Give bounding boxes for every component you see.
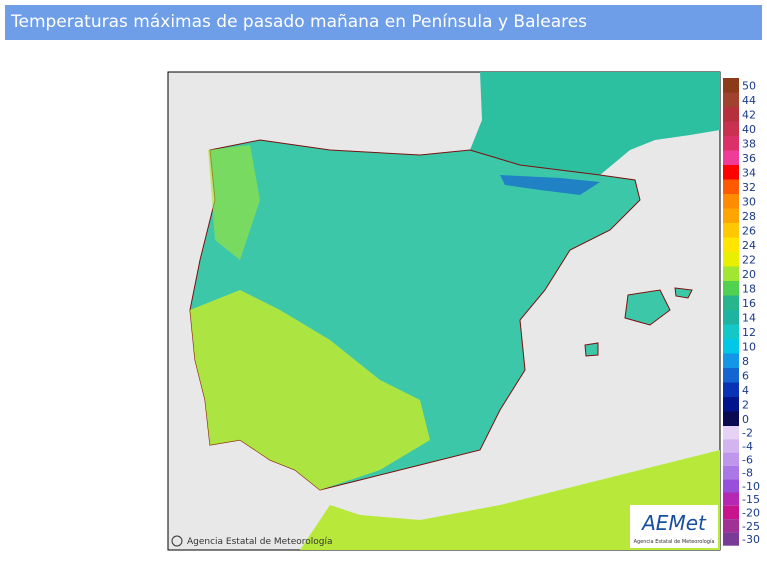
legend-swatch [723, 310, 739, 325]
logo: AEMet [640, 511, 707, 535]
legend-label: -6 [742, 453, 753, 466]
legend-swatch [723, 295, 739, 310]
legend-label: 16 [742, 297, 756, 310]
legend-swatch [723, 353, 739, 368]
legend-label: 40 [742, 123, 756, 136]
legend-label: 36 [742, 152, 756, 165]
legend-label: 20 [742, 268, 756, 281]
legend-swatch [723, 78, 739, 93]
legend-swatch [723, 426, 739, 440]
legend-label: 30 [742, 195, 756, 208]
legend-label: 34 [742, 166, 756, 179]
legend-swatch [723, 339, 739, 354]
legend-swatch [723, 208, 739, 223]
ibiza [584, 342, 599, 357]
legend: 5044424038363432302826242220181614121086… [723, 78, 760, 546]
legend-label: -30 [742, 533, 760, 546]
legend-label: 18 [742, 282, 756, 295]
legend-swatch [723, 452, 739, 466]
legend-swatch [723, 397, 739, 412]
legend-label: -20 [742, 506, 760, 519]
legend-swatch [723, 150, 739, 165]
legend-label: 50 [742, 79, 756, 92]
legend-label: -25 [742, 520, 760, 533]
logo-box [630, 505, 718, 548]
page-title: Temperaturas máximas de pasado mañana en… [5, 5, 762, 40]
legend-label: -4 [742, 440, 753, 453]
legend-swatch [723, 324, 739, 339]
copyright-icon [171, 535, 183, 547]
legend-swatch [723, 492, 739, 506]
legend-label: 14 [742, 311, 756, 324]
legend-swatch [723, 368, 739, 383]
legend-label: 8 [742, 355, 749, 368]
legend-swatch [723, 411, 739, 426]
legend-swatch [723, 519, 739, 533]
menorca [674, 287, 693, 299]
legend-swatch [723, 121, 739, 136]
legend-label: 0 [742, 413, 749, 426]
legend-label: 10 [742, 340, 756, 353]
logo-subtitle: Agencia Estatal de Meteorología [634, 538, 715, 545]
legend-swatch [723, 382, 739, 397]
legend-label: 12 [742, 326, 756, 339]
legend-label: 4 [742, 384, 749, 397]
legend-swatch [723, 237, 739, 252]
credit: Agencia Estatal de Meteorología [187, 537, 333, 547]
legend-label: 32 [742, 181, 756, 194]
legend-swatch [723, 479, 739, 493]
warm-south-west [190, 290, 430, 490]
legend-label: -8 [742, 467, 753, 480]
legend-swatch [723, 165, 739, 180]
legend-label: 6 [742, 369, 749, 382]
map: AEMet Agencia Estatal de Meteorología Ag… [167, 71, 721, 551]
legend-swatch [723, 136, 739, 151]
north-africa [300, 450, 720, 550]
legend-swatch [723, 281, 739, 296]
legend-swatch [723, 252, 739, 267]
legend-swatch [723, 92, 739, 107]
legend-label: -2 [742, 427, 753, 440]
france [470, 72, 720, 175]
legend-label: -15 [742, 493, 760, 506]
legend-swatch [723, 266, 739, 281]
legend-label: 2 [742, 398, 749, 411]
legend-swatch [723, 179, 739, 194]
legend-swatch [723, 439, 739, 453]
galicia [208, 145, 260, 260]
legend-swatch [723, 532, 739, 546]
legend-label: -10 [742, 480, 760, 493]
legend-swatch [723, 107, 739, 122]
legend-swatch [723, 465, 739, 480]
legend-label: 44 [742, 94, 756, 107]
legend-label: 24 [742, 239, 756, 252]
legend-label: 26 [742, 224, 756, 237]
pyrenees [500, 175, 600, 195]
legend-swatch [723, 194, 739, 209]
legend-swatch [723, 505, 739, 520]
legend-label: 28 [742, 210, 756, 223]
legend-label: 42 [742, 108, 756, 121]
legend-label: 38 [742, 137, 756, 150]
legend-label: 22 [742, 253, 756, 266]
legend-swatch [723, 223, 739, 238]
mallorca [624, 289, 671, 326]
